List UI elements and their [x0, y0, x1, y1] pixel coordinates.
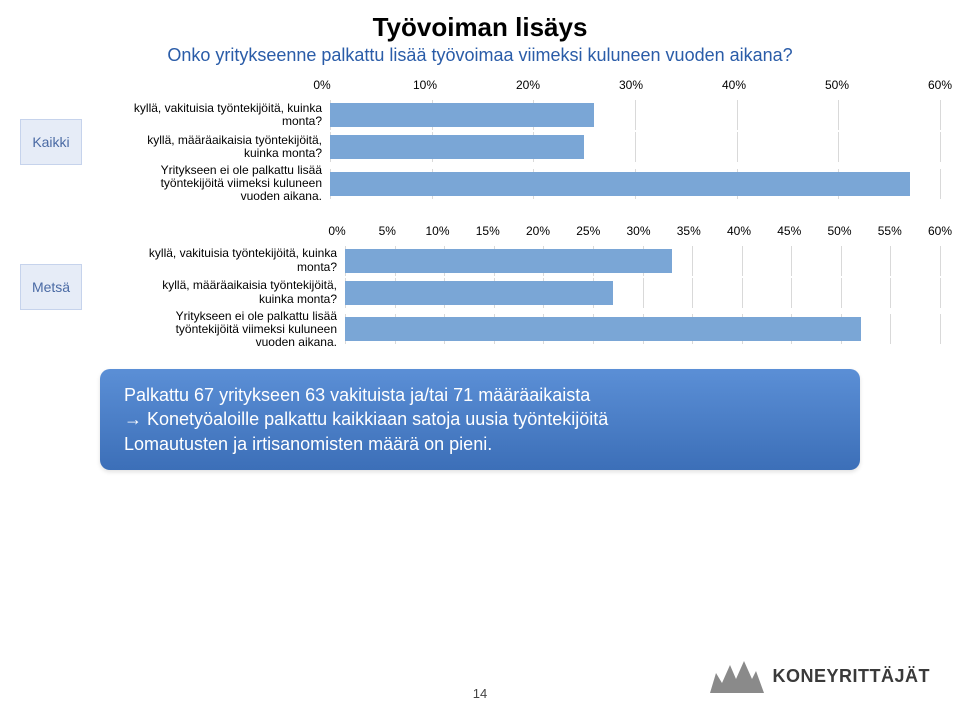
bar-label: Yritykseen ei ole palkattu lisää työntek… [92, 310, 345, 350]
bar-track [330, 132, 940, 162]
axis-tick: 0% [328, 224, 345, 238]
axis-tick: 20% [516, 78, 540, 92]
chart-side-label: Metsä [20, 264, 82, 310]
bar-fill [345, 317, 861, 341]
axis-tick: 50% [825, 78, 849, 92]
axis-tick: 15% [476, 224, 500, 238]
chart-section: Metsä0%5%10%15%20%25%30%35%40%45%50%55%6… [20, 224, 940, 352]
axis-tick: 5% [379, 224, 396, 238]
page-subtitle: Onko yritykseenne palkattu lisää työvoim… [0, 45, 960, 66]
bar-row: Yritykseen ei ole palkattu lisää työntek… [92, 310, 940, 350]
axis-tick: 20% [526, 224, 550, 238]
chart: 0%5%10%15%20%25%30%35%40%45%50%55%60%kyl… [92, 224, 940, 352]
axis-tick: 30% [619, 78, 643, 92]
callout-line-3: Lomautusten ja irtisanomisten määrä on p… [124, 432, 836, 456]
bar-row: Yritykseen ei ole palkattu lisää työntek… [92, 164, 940, 204]
arrow-icon: → [124, 409, 147, 429]
page-title: Työvoiman lisäys [0, 12, 960, 43]
bar-label: Yritykseen ei ole palkattu lisää työntek… [92, 164, 330, 204]
callout-line-1: Palkattu 67 yritykseen 63 vakituista ja/… [124, 383, 836, 407]
bar-label: kyllä, vakituisia työntekijöitä, kuinka … [92, 102, 330, 128]
bar-fill [330, 135, 584, 159]
axis-tick: 55% [878, 224, 902, 238]
callout-line-2: → Konetyöaloille palkattu kaikkiaan sato… [124, 407, 836, 431]
x-axis: 0%5%10%15%20%25%30%35%40%45%50%55%60% [337, 224, 940, 240]
bar-fill [345, 281, 613, 305]
logo: KONEYRITTÄJÄT [710, 659, 930, 693]
page-number: 14 [473, 686, 487, 701]
charts-container: Kaikki 0% 10% 20% 30% 40% 50% 60% kyllä, vakitui… [0, 78, 960, 351]
axis-tick: 40% [727, 224, 751, 238]
bar-fill [330, 103, 594, 127]
bar-fill [345, 249, 672, 273]
bar-label: kyllä, vakituisia työntekijöitä, kuinka … [92, 247, 345, 273]
axis-tick: 10% [413, 78, 437, 92]
callout-box: Palkattu 67 yritykseen 63 vakituista ja/… [100, 369, 860, 470]
axis-tick: 25% [576, 224, 600, 238]
axis-tick: 60% [928, 78, 952, 92]
chart: 0%10%20%30%40%50%60%kyllä, vakituisia ty… [92, 78, 940, 206]
bar-row: kyllä, määräaikaisia työntekijöitä, kuin… [92, 132, 940, 162]
chart-side-label: Kaikki [20, 119, 82, 165]
axis-tick: 30% [626, 224, 650, 238]
axis-tick: 35% [677, 224, 701, 238]
axis-tick: 0% [313, 78, 330, 92]
bar-row: kyllä, vakituisia työntekijöitä, kuinka … [92, 100, 940, 130]
bar-row: kyllä, määräaikaisia työntekijöitä, kuin… [92, 278, 940, 308]
bar-row: kyllä, vakituisia työntekijöitä, kuinka … [92, 246, 940, 276]
callout-line-2-text: Konetyöaloille palkattu kaikkiaan satoja… [147, 409, 608, 429]
bar-track [330, 169, 940, 199]
bar-fill [330, 172, 910, 196]
bar-track [345, 314, 940, 344]
bar-label: kyllä, määräaikaisia työntekijöitä, kuin… [92, 134, 330, 160]
axis-tick: 60% [928, 224, 952, 238]
x-axis: 0%10%20%30%40%50%60% [322, 78, 940, 94]
bar-track [345, 246, 940, 276]
logo-icon [710, 659, 764, 693]
axis-tick: 40% [722, 78, 746, 92]
bar-track [330, 100, 940, 130]
axis-tick: 50% [827, 224, 851, 238]
logo-text: KONEYRITTÄJÄT [772, 666, 930, 687]
axis-tick: 45% [777, 224, 801, 238]
chart-section: Kaikki0%10%20%30%40%50%60%kyllä, vakitui… [20, 78, 940, 206]
axis-tick: 10% [425, 224, 449, 238]
bar-track [345, 278, 940, 308]
bar-label: kyllä, määräaikaisia työntekijöitä, kuin… [92, 279, 345, 305]
